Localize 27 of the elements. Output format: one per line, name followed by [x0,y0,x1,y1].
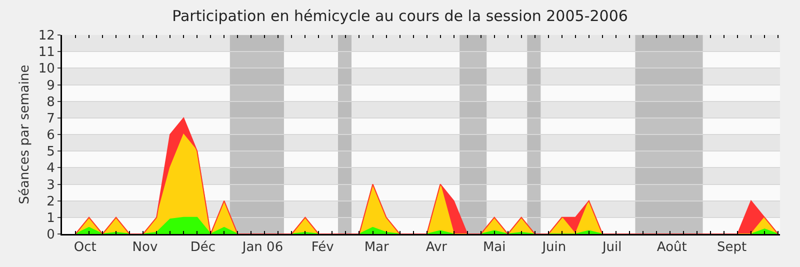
y-tick-label: 3 [46,178,55,193]
x-tick-label: Juin [541,240,566,256]
x-tick-label: Mai [482,240,506,256]
x-tick-label: Sept [716,240,747,256]
y-tick-label: 2 [46,194,55,210]
chart-title: Participation en hémicycle au cours de la session 2005-2006 [172,7,628,26]
x-tick-label: Déc [190,240,216,256]
y-tick-label: 4 [46,161,55,176]
y-tick-label: 5 [46,144,55,160]
y-tick-label: 9 [46,78,55,94]
y-tick-label: 1 [46,210,55,226]
x-tick-label: Avr [426,240,448,256]
y-tick-label: 11 [38,45,55,60]
x-tick-label: Août [656,240,687,256]
x-tick-label: Jan 06 [241,240,284,256]
y-axis-title: Séances par semaine [18,64,33,204]
x-tick-label: Mar [364,240,390,256]
y-tick-label: 12 [38,28,55,44]
y-tick-label: 10 [38,62,55,77]
x-tick-label: Oct [74,240,96,256]
y-tick-label: 7 [46,111,55,126]
y-tick-label: 8 [46,94,55,110]
x-tick-label: Juil [601,240,622,256]
y-tick-label: 0 [46,228,55,243]
x-tick-label: Fév [311,240,334,256]
x-tick-label: Nov [132,240,158,256]
y-tick-label: 6 [46,128,55,144]
